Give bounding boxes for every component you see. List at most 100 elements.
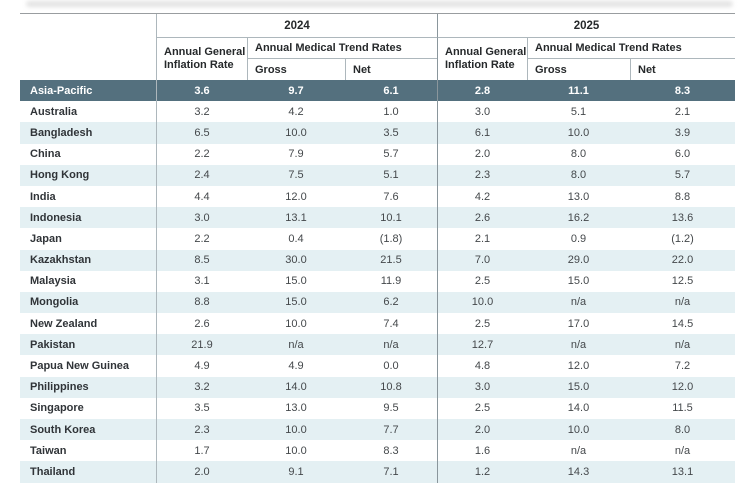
value-cell: 4.9 [156,355,247,377]
country-label: Japan [30,232,62,245]
gross-header-2025: Gross [527,59,630,80]
value-cell: 2.4 [156,164,247,186]
value-cell: 13.6 [671,211,694,224]
country-label: Hong Kong [30,169,90,182]
table-row-mongolia: Mongolia 8.8 15.0 6.2 10.0 n/a n/a [20,291,735,314]
value-cell: 0.0 [383,360,399,373]
value-cell: 3.2 [156,376,247,398]
value-cell: 11.5 [672,402,693,415]
value-cell: 8.3 [674,84,691,97]
medical-trend-header-2025: Annual Medical Trend Rates [527,38,735,59]
table-row-asia-pacific: Asia-Pacific 3.6 9.7 6.1 2.8 11.1 8.3 [20,80,735,102]
value-cell: 7.2 [674,360,691,373]
value-cell: 17.0 [567,317,590,330]
table-body: Asia-Pacific 3.6 9.7 6.1 2.8 11.1 8.3 Australia… [20,80,735,483]
value-cell: 5.1 [570,105,587,118]
value-cell: 3.5 [156,397,247,419]
value-cell: 13.1 [671,465,694,478]
value-cell: 7.9 [288,148,304,161]
value-cell: n/a [570,296,587,309]
value-cell: 10.0 [567,423,590,436]
table-row-kazakhstan: Kazakhstan 8.5 30.0 21.5 7.0 29.0 22.0 [20,249,735,271]
value-cell: 1.7 [156,440,247,462]
value-cell: 5.7 [383,148,399,161]
country-label: Mongolia [30,296,79,309]
value-cell: 3.6 [156,80,247,102]
country-label: Singapore [30,402,84,415]
country-label: India [30,190,56,203]
value-cell: 7.5 [288,169,304,182]
value-cell: 2.0 [156,461,247,483]
value-cell: 2.1 [437,228,527,250]
inflation-rate-header-2024: Annual General Inflation Rate [156,38,247,80]
country-label: New Zealand [30,317,98,330]
value-cell: 3.0 [437,376,527,398]
value-cell: 2.0 [437,419,527,441]
table-row-singapore: Singapore 3.5 13.0 9.5 2.5 14.0 11.5 [20,397,735,419]
value-cell: 8.3 [383,444,399,457]
value-cell: 4.9 [288,360,304,373]
value-cell: 2.6 [156,313,247,335]
country-label: Philippines [30,381,89,394]
value-cell: 6.5 [156,122,247,144]
value-cell: 3.1 [156,270,247,292]
value-cell: 9.1 [288,465,304,478]
table-row-australia: Australia 3.2 4.2 1.0 3.0 5.1 2.1 [20,101,735,123]
value-cell: 2.5 [437,397,527,419]
table-row-hong-kong: Hong Kong 2.4 7.5 5.1 2.3 8.0 5.7 [20,164,735,186]
value-cell: 15.0 [567,275,590,288]
value-cell: 15.0 [285,275,307,288]
value-cell: 12.7 [437,334,527,356]
value-cell: 10.0 [567,126,590,139]
value-cell: 3.0 [156,207,247,229]
year-header-2024: 2024 [156,14,437,38]
value-cell: 3.5 [383,126,399,139]
value-cell: 22.0 [671,254,694,267]
value-cell: 2.3 [437,164,527,186]
value-cell: 10.8 [380,381,402,394]
value-cell: 1.2 [437,461,527,483]
value-cell: 4.2 [437,185,527,208]
value-cell: 29.0 [567,254,590,267]
value-cell: 2.6 [437,207,527,229]
value-cell: 6.1 [437,122,527,144]
value-cell: 0.9 [570,232,587,245]
value-cell: 2.5 [437,313,527,335]
table-row-thailand: Thailand 2.0 9.1 7.1 1.2 14.3 13.1 [20,461,735,483]
value-cell: 1.6 [437,440,527,462]
value-cell: (1.2) [671,232,694,245]
country-label: Taiwan [30,444,67,457]
value-cell: 7.6 [383,190,399,203]
value-cell: n/a [288,338,304,351]
table-row-japan: Japan 2.2 0.4 (1.8) 2.1 0.9 (1.2) [20,228,735,250]
table-row-india: India 4.4 12.0 7.6 4.2 13.0 8.8 [20,185,735,208]
table-row-bangladesh: Bangladesh 6.5 10.0 3.5 6.1 10.0 3.9 [20,122,735,144]
value-cell: 10.0 [285,126,307,139]
value-cell: 10.0 [285,423,307,436]
gross-header-2024: Gross [247,59,345,80]
value-cell: 15.0 [285,296,307,309]
value-cell: 4.8 [437,355,527,377]
value-cell: 2.1 [674,105,691,118]
value-cell: 11.9 [380,275,402,288]
value-cell: 11.1 [568,84,589,97]
value-cell: n/a [570,338,587,351]
net-header-2024: Net [345,59,437,80]
country-label: Asia-Pacific [30,84,93,97]
value-cell: 6.0 [674,148,691,161]
country-label: China [30,148,61,161]
value-cell: 10.0 [285,444,307,457]
value-cell: n/a [570,444,587,457]
table-row-south-korea: South Korea 2.3 10.0 7.7 2.0 10.0 8.0 [20,419,735,441]
value-cell: n/a [383,338,399,351]
country-label: Papua New Guinea [30,360,130,373]
value-cell: 6.1 [383,84,399,97]
year-header-2025: 2025 [437,14,735,38]
medical-trend-rates-table: 2024 Annual General Inflation Rate Annua… [20,13,735,483]
value-cell: 21.5 [380,254,402,267]
value-cell: 8.0 [674,423,691,436]
value-cell: 3.2 [156,101,247,123]
value-cell: 4.4 [156,185,247,208]
value-cell: 3.9 [674,126,691,139]
value-cell: 15.0 [567,381,590,394]
